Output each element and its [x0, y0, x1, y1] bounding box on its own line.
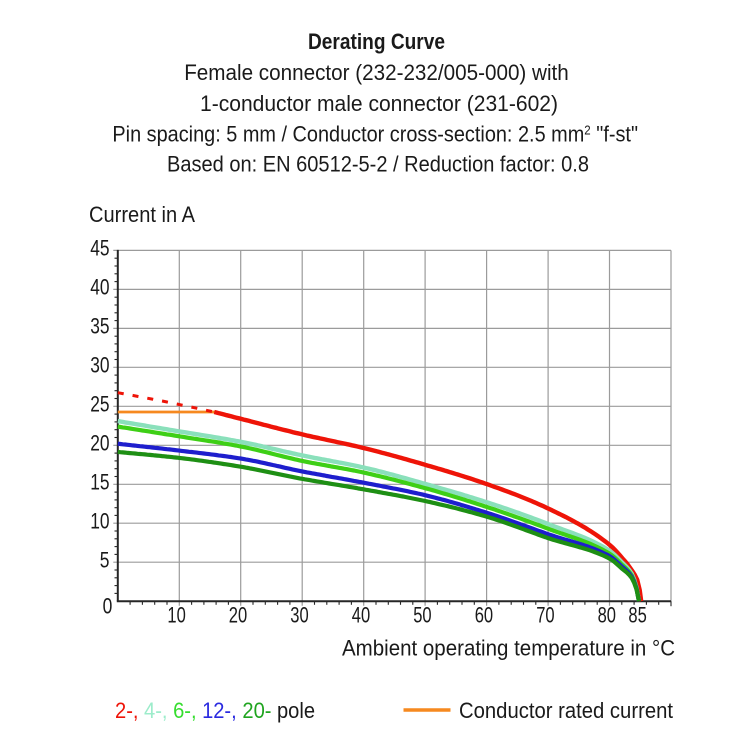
svg-text:10: 10 [167, 603, 185, 628]
svg-text:35: 35 [90, 314, 109, 339]
svg-text:20: 20 [90, 430, 109, 455]
svg-text:85: 85 [628, 603, 646, 628]
svg-text:pole: pole [277, 698, 315, 723]
svg-text:20: 20 [229, 603, 247, 628]
svg-text:40: 40 [90, 275, 109, 300]
svg-text:50: 50 [413, 603, 431, 628]
svg-text:1-conductor male connector (23: 1-conductor male connector (231-602) [200, 91, 558, 116]
svg-text:80: 80 [598, 603, 616, 628]
svg-text:"f-st": "f-st" [596, 121, 638, 146]
svg-text:10: 10 [90, 508, 109, 533]
svg-text:2-,: 2-, [115, 698, 139, 723]
svg-text:25: 25 [90, 391, 109, 416]
svg-text:12-,: 12-, [202, 698, 237, 723]
svg-text:0: 0 [103, 593, 113, 618]
svg-text:6-,: 6-, [173, 698, 197, 723]
svg-text:5: 5 [100, 547, 110, 572]
svg-text:45: 45 [90, 236, 109, 261]
svg-text:4-,: 4-, [144, 698, 168, 723]
svg-text:Based on: EN 60512-5-2 / Reduc: Based on: EN 60512-5-2 / Reduction facto… [167, 152, 589, 177]
svg-text:Conductor rated current: Conductor rated current [459, 698, 674, 723]
svg-text:15: 15 [90, 469, 109, 494]
svg-text:20-: 20- [242, 698, 271, 723]
svg-text:40: 40 [352, 603, 370, 628]
svg-text:Ambient operating temperature: Ambient operating temperature in °C [342, 636, 675, 661]
svg-text:Derating Curve: Derating Curve [308, 29, 445, 54]
svg-text:70: 70 [536, 603, 554, 628]
svg-text:Female connector (232-232/005-: Female connector (232-232/005-000) with [184, 60, 569, 85]
svg-text:Current in A: Current in A [89, 202, 195, 227]
svg-text:30: 30 [90, 352, 109, 377]
svg-text:60: 60 [475, 603, 493, 628]
svg-text:30: 30 [290, 603, 308, 628]
svg-text:2: 2 [584, 123, 590, 138]
svg-text:Pin spacing: 5 mm / Conductor: Pin spacing: 5 mm / Conductor cross-sect… [112, 121, 584, 146]
